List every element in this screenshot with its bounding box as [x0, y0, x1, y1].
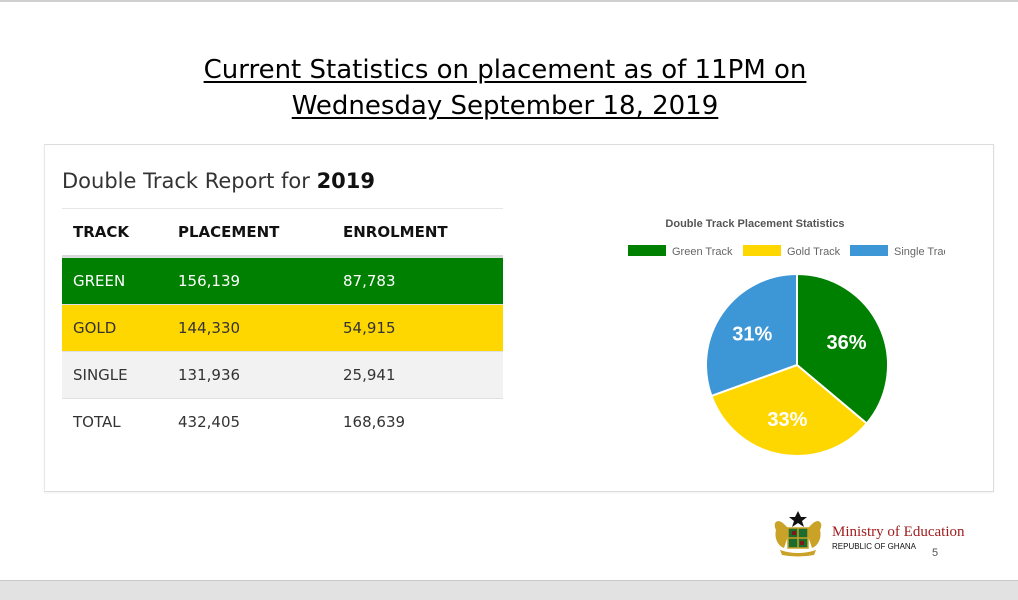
pie-percent-label: 33%	[767, 409, 807, 431]
pie-percent-label: 31%	[732, 324, 772, 346]
pie-slices	[705, 272, 889, 457]
cell-track: GREEN	[73, 272, 126, 290]
pie-slice[interactable]	[710, 363, 869, 457]
cell-placement: 156,139	[178, 272, 241, 290]
cell-placement: 131,936	[178, 366, 241, 384]
legend-swatch[interactable]	[628, 245, 666, 256]
table-row-green: GREEN 156,139 87,783	[62, 257, 503, 304]
pie-slice[interactable]	[705, 272, 798, 398]
double-track-table: TRACK PLACEMENT ENROLMENT GREEN 156,139 …	[62, 208, 503, 445]
chart-title: Double Track Placement Statistics	[665, 218, 844, 230]
cell-enrolment: 54,915	[343, 319, 396, 337]
cell-placement: 432,405	[178, 413, 241, 431]
report-heading-year: 2019	[316, 169, 376, 193]
slide-title: Current Statistics on placement as of 11…	[100, 52, 910, 124]
cell-track: TOTAL	[73, 413, 121, 431]
cell-track: GOLD	[73, 319, 117, 337]
table-row-gold: GOLD 144,330 54,915	[62, 304, 503, 351]
cell-track: SINGLE	[73, 366, 128, 384]
header-track: TRACK	[73, 223, 130, 241]
title-line-2: Wednesday September 18, 2019	[291, 91, 719, 121]
republic-label: REPUBLIC OF GHANA	[832, 542, 917, 551]
chart-legend: Green Track Gold Track Single Track	[628, 245, 945, 258]
pie-labels: 36% 33% 31%	[732, 324, 866, 431]
legend-label[interactable]: Green Track	[672, 246, 733, 258]
cell-enrolment: 25,941	[343, 366, 396, 384]
legend-label[interactable]: Gold Track	[787, 246, 841, 258]
placement-pie-chart: Double Track Placement Statistics Green …	[628, 218, 945, 457]
top-rule	[0, 0, 1018, 2]
ministry-name: Ministry of Education	[832, 524, 965, 540]
report-heading-prefix: Double Track Report for	[62, 169, 317, 193]
cell-enrolment: 168,639	[343, 413, 406, 431]
pie-slice[interactable]	[796, 272, 889, 425]
page-number: 5	[932, 547, 939, 559]
ghana-coat-of-arms-logo	[774, 511, 822, 557]
table-header-row: TRACK PLACEMENT ENROLMENT	[62, 208, 503, 257]
legend-swatch[interactable]	[743, 245, 781, 256]
title-line-1: Current Statistics on placement as of 11…	[203, 55, 807, 85]
legend-label[interactable]: Single Track	[894, 246, 945, 258]
bottom-scrollbar-area	[0, 580, 1018, 600]
table-row-total: TOTAL 432,405 168,639	[62, 398, 503, 445]
header-enrolment: ENROLMENT	[343, 223, 448, 241]
cell-placement: 144,330	[178, 319, 241, 337]
legend-swatch[interactable]	[850, 245, 888, 256]
cell-enrolment: 87,783	[343, 272, 396, 290]
table-row-single: SINGLE 131,936 25,941	[62, 351, 503, 398]
pie-percent-label: 36%	[826, 332, 866, 354]
report-card: Double Track Report for 2019 TRACK PLACE…	[44, 144, 994, 492]
report-heading: Double Track Report for 2019	[62, 169, 375, 193]
header-placement: PLACEMENT	[178, 223, 280, 241]
